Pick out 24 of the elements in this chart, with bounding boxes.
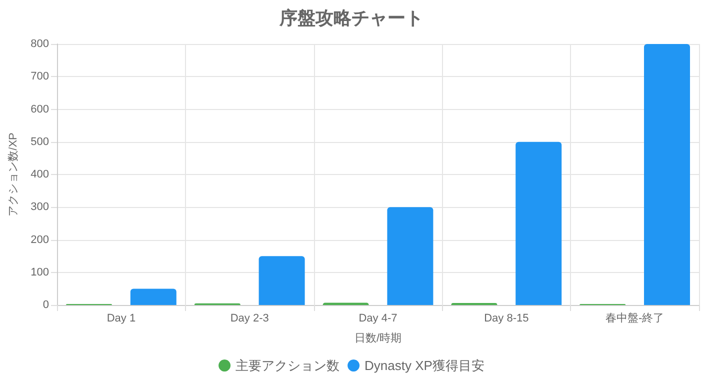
y-tick-label: 600 <box>30 103 49 116</box>
y-tick-label: 0 <box>42 299 49 311</box>
legend-label: Dynasty XP獲得目安 <box>364 358 484 373</box>
bar <box>258 256 305 305</box>
legend-label: 主要アクション数 <box>236 358 340 373</box>
y-tick-label: 200 <box>30 234 49 246</box>
bar <box>130 288 176 305</box>
bar <box>516 142 562 305</box>
x-tick-label: 春中盤-終了 <box>605 312 664 324</box>
x-tick-label: Day 4-7 <box>358 312 398 324</box>
x-tick-label: Day 2-3 <box>230 312 269 324</box>
y-tick-label: 100 <box>30 266 49 278</box>
y-tick-label: 300 <box>30 201 49 214</box>
x-tick-label: Day 1 <box>106 312 136 324</box>
y-tick-label: 400 <box>30 168 49 180</box>
x-axis-title: 日数/時期 <box>354 332 402 344</box>
x-tick-label: Day 8-15 <box>484 312 529 324</box>
y-tick-label: 500 <box>30 136 49 148</box>
y-axis-title: アクション数/XP <box>8 132 20 216</box>
chart-title: 序盤攻略チャート <box>278 8 424 28</box>
bar <box>387 207 434 305</box>
y-tick-label: 800 <box>30 38 49 50</box>
y-tick-label: 700 <box>30 70 49 83</box>
bar <box>644 44 690 305</box>
